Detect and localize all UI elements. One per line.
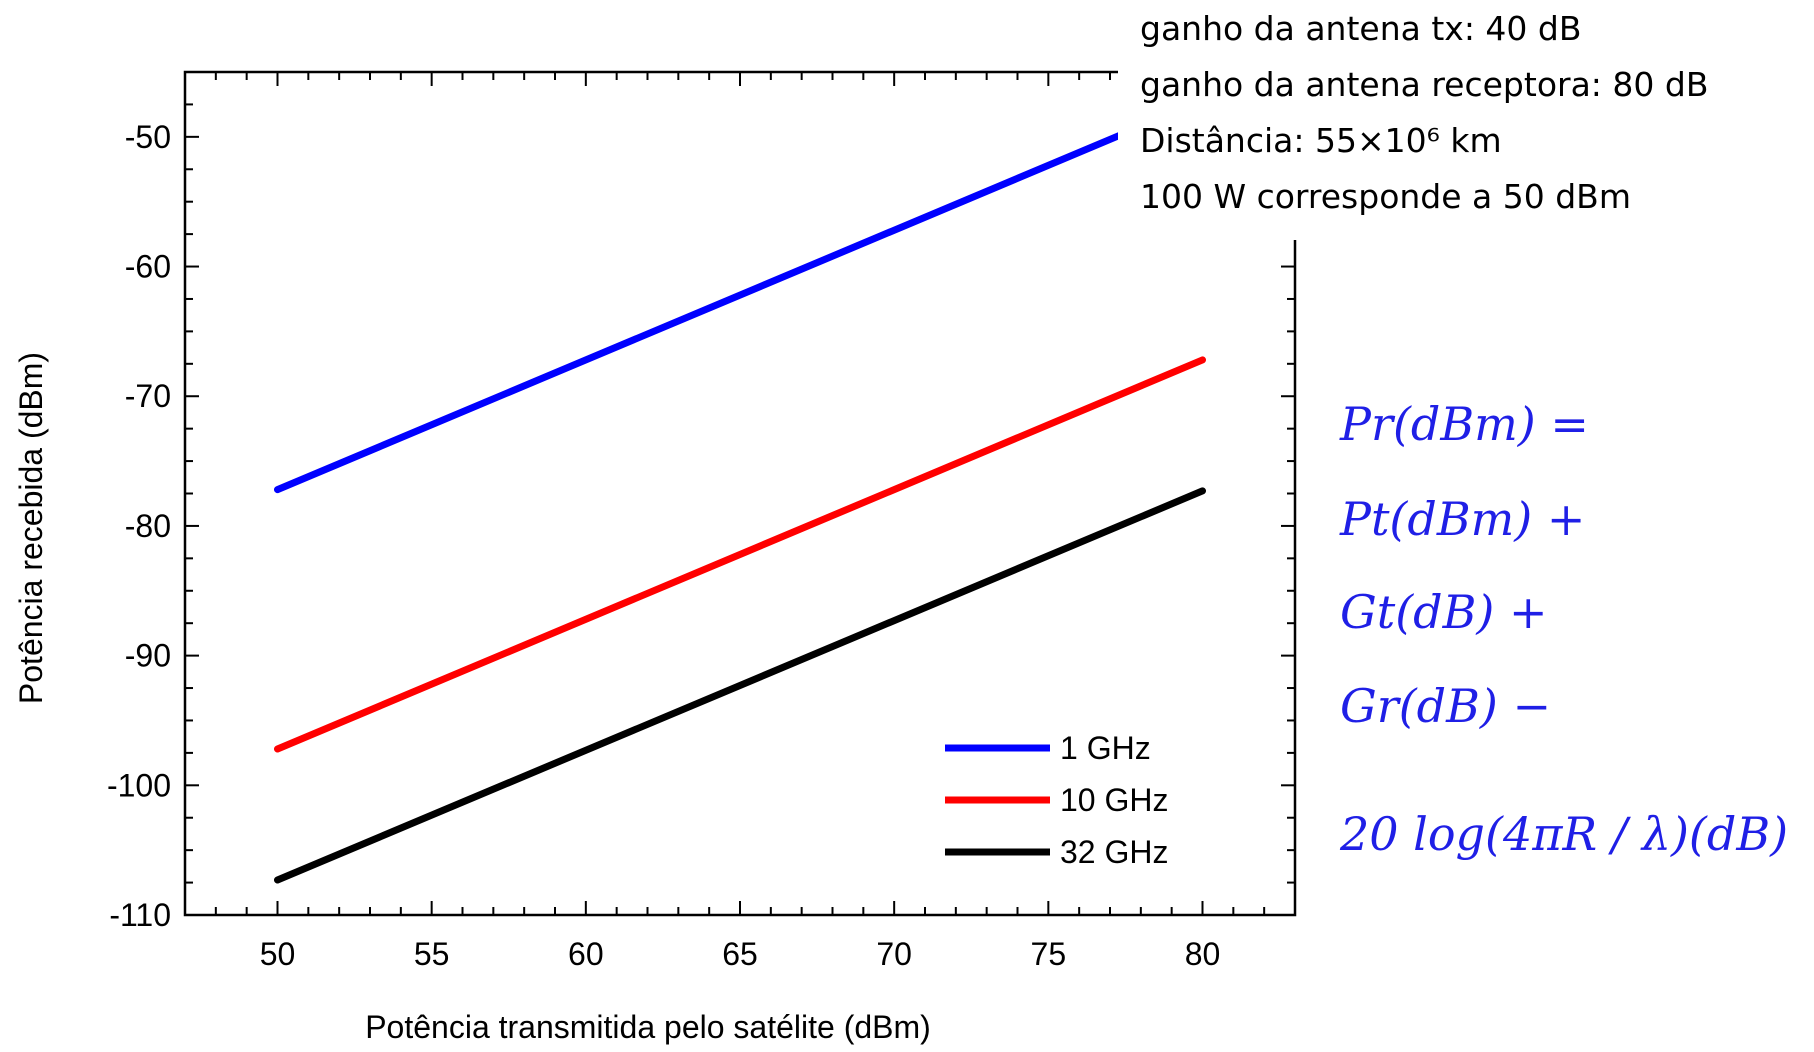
series-line-2: [274, 356, 1206, 753]
y-tick-label: -100: [107, 767, 171, 803]
y-tick-label: -70: [125, 378, 171, 414]
x-tick-label: 80: [1185, 936, 1221, 972]
notes-background: [1118, 0, 1814, 240]
y-tick-label: -90: [125, 638, 171, 674]
series-lines: [274, 97, 1206, 884]
y-axis: -50 -60 -70 -80 -90 -100 -110: [107, 71, 1295, 933]
equation-line-3: Gt(dB) +: [1340, 585, 1548, 639]
legend-label-2: 10 GHz: [1060, 782, 1168, 818]
x-tick-label: 65: [722, 936, 758, 972]
equation-line-2: Pt(dBm) +: [1339, 492, 1585, 546]
x-tick-label: 75: [1031, 936, 1067, 972]
y-tick-label: -50: [125, 119, 171, 155]
y-tick-label: -110: [109, 897, 171, 933]
legend-label-3: 32 GHz: [1060, 834, 1168, 870]
x-axis-label: Potência transmitida pelo satélite (dBm): [365, 1009, 931, 1045]
x-axis: 50 55 60 65 70 75 80: [184, 72, 1296, 972]
note-distance: Distância: 55×10⁶ km: [1140, 121, 1502, 160]
note-tx-gain: ganho da antena tx: 40 dB: [1140, 9, 1582, 48]
x-tick-label: 50: [260, 936, 296, 972]
legend-label-1: 1 GHz: [1060, 730, 1151, 766]
note-power: 100 W corresponde a 50 dBm: [1140, 177, 1631, 216]
x-tick-label: 70: [876, 936, 912, 972]
y-tick-label: -60: [125, 249, 171, 285]
equation-block: Pr(dBm) = Pt(dBm) + Gt(dB) + Gr(dB) − 20…: [1339, 397, 1788, 861]
y-axis-label: Potência recebida (dBm): [13, 352, 49, 704]
legend: 1 GHz 10 GHz 32 GHz: [945, 730, 1168, 870]
equation-line-5: 20 log(4πR / λ)(dB): [1339, 807, 1788, 861]
series-line-1: [274, 97, 1206, 494]
equation-line-1: Pr(dBm) =: [1339, 397, 1589, 451]
x-tick-label: 60: [568, 936, 604, 972]
note-rx-gain: ganho da antena receptora: 80 dB: [1140, 65, 1708, 104]
x-tick-label: 55: [414, 936, 450, 972]
notes-block: ganho da antena tx: 40 dB ganho da anten…: [1140, 9, 1708, 216]
series-line-3: [274, 487, 1206, 884]
y-tick-label: -80: [125, 508, 171, 544]
equation-line-4: Gr(dB) −: [1340, 679, 1551, 733]
